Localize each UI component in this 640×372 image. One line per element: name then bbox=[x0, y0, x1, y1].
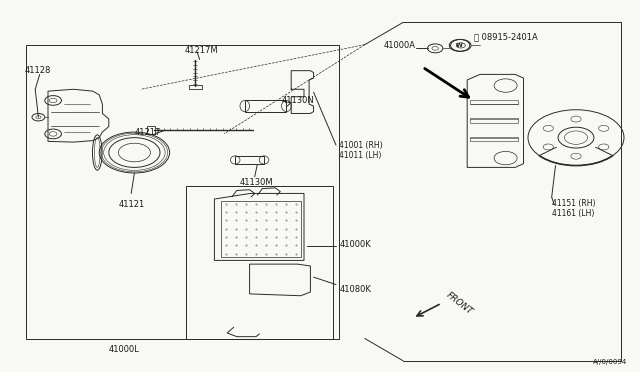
Text: FRONT: FRONT bbox=[445, 290, 475, 316]
Bar bbox=[221, 201, 301, 257]
Text: 41130M: 41130M bbox=[240, 178, 274, 187]
Bar bbox=[470, 100, 518, 104]
Text: 41130N: 41130N bbox=[282, 96, 314, 105]
Text: A//0/0094: A//0/0094 bbox=[593, 359, 627, 365]
Text: 41001 (RH)
41011 (LH): 41001 (RH) 41011 (LH) bbox=[339, 141, 383, 160]
Text: 41080K: 41080K bbox=[339, 285, 371, 294]
Text: 41217: 41217 bbox=[134, 128, 161, 137]
Bar bbox=[147, 126, 155, 134]
Text: 41151 (RH)
41161 (LH): 41151 (RH) 41161 (LH) bbox=[552, 199, 595, 218]
Bar bbox=[186, 186, 333, 339]
Bar bbox=[236, 156, 264, 164]
Bar bbox=[26, 45, 339, 339]
Text: 41128: 41128 bbox=[24, 66, 51, 75]
Text: 41121: 41121 bbox=[118, 200, 145, 209]
Bar bbox=[470, 137, 518, 141]
Text: 41217M: 41217M bbox=[184, 46, 218, 55]
Bar bbox=[470, 118, 518, 123]
Text: 41000L: 41000L bbox=[109, 345, 140, 354]
Text: 41000K: 41000K bbox=[339, 240, 371, 249]
Text: 41000A: 41000A bbox=[384, 41, 416, 50]
Bar bbox=[244, 100, 287, 112]
Bar bbox=[189, 85, 202, 89]
Text: W: W bbox=[456, 43, 463, 48]
Text: Ⓦ 08915-2401A: Ⓦ 08915-2401A bbox=[474, 33, 538, 42]
